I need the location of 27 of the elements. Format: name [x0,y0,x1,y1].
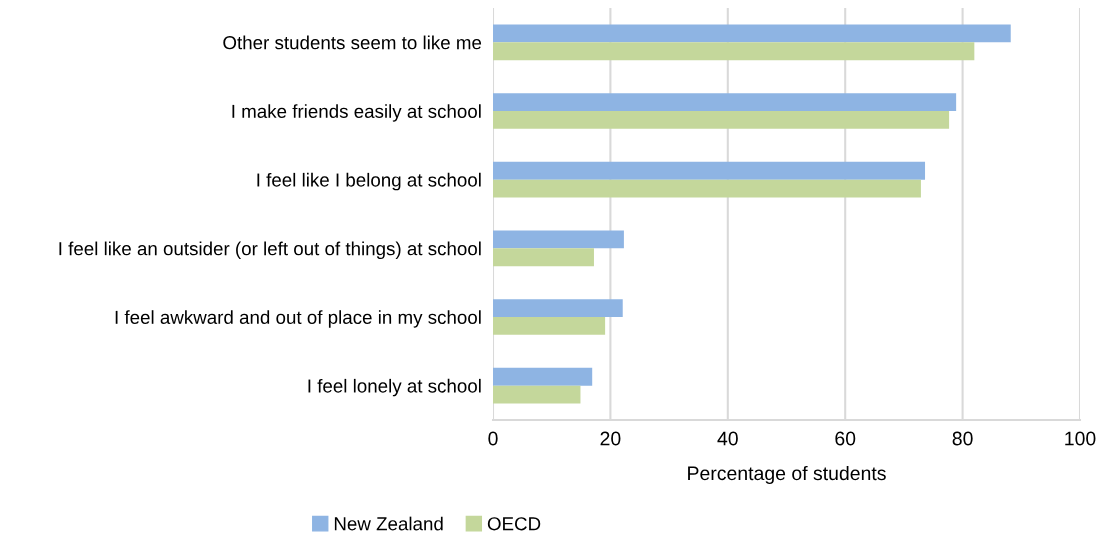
bar [493,317,606,335]
x-tick-label: 40 [717,431,738,446]
bar [493,179,921,198]
y-tick-label: I feel like I belong at school [257,172,481,191]
x-tick-label: 100 [1065,431,1096,446]
y-tick-label: I feel lonely at school [308,378,481,397]
bar [493,161,926,180]
bar [493,299,623,317]
bar [493,111,950,129]
y-tick-label: Other students seem to like me [223,35,482,50]
bar [493,367,593,386]
x-axis-title: Percentage of students [688,465,886,485]
bar [493,42,975,61]
x-tick-label: 80 [952,431,973,446]
legend-label: OECD [487,517,541,531]
x-tick-label: 0 [488,431,498,446]
bar [493,230,624,249]
x-tick-label: 20 [600,431,621,446]
legend-label: New Zealand [334,516,443,531]
bar [493,24,1011,43]
bar [493,385,581,404]
y-tick-label: I make friends easily at school [232,104,481,122]
y-tick-label: I feel like an outsider (or left out of things) at school [59,241,481,260]
bar [493,248,594,267]
y-tick-label: I feel awkward and out of place in my school [115,310,481,328]
bar [493,93,957,111]
x-tick-label: 60 [835,431,856,446]
